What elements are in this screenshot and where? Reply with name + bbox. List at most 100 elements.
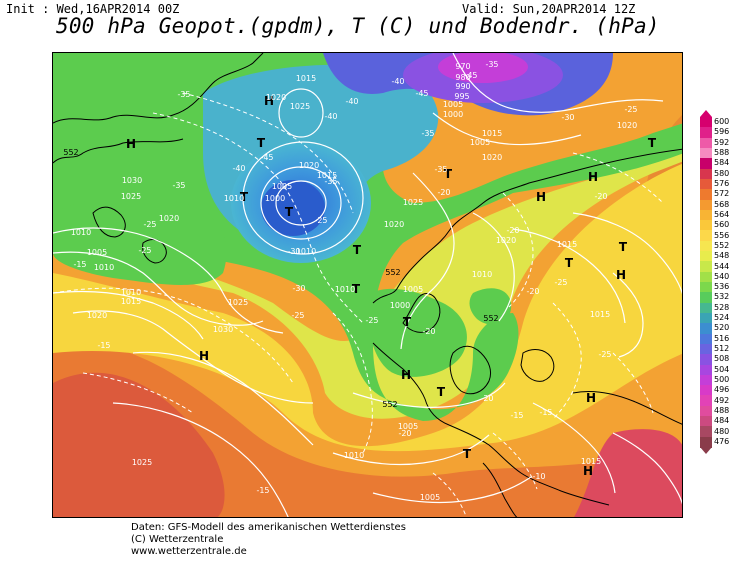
colorbar-swatch — [700, 395, 712, 407]
isobar-label: 1000 — [265, 194, 285, 203]
isotherm-label: -15 — [510, 411, 523, 420]
colorbar-swatch — [700, 364, 712, 376]
isotherm-label: -15 — [97, 341, 110, 350]
colorbar-swatch — [700, 178, 712, 190]
isobar-label: 1025 — [403, 198, 423, 207]
colorbar-label: 544 — [714, 261, 730, 271]
colorbar-swatch — [700, 385, 712, 396]
isobar-label: 1020 — [617, 121, 637, 130]
isotherm-label: -10 — [532, 472, 545, 481]
isobar-label: 1005 — [87, 248, 107, 257]
colorbar-label: 516 — [714, 333, 730, 343]
isotherm-label: -30 — [292, 284, 305, 293]
isotherm-label: -20 — [480, 394, 493, 403]
isotherm-label: -25 — [143, 220, 156, 229]
isotherm-label: -15 — [539, 408, 552, 417]
isotherm-label: -25 — [598, 350, 611, 359]
colorbar-swatch — [700, 117, 712, 128]
isobar-label: 1020 — [159, 214, 179, 223]
isobar-label: 1015 — [557, 240, 577, 249]
isobar-label: 1000 — [443, 110, 463, 119]
colorbar-label: 596 — [714, 127, 730, 137]
southeast-warm-field — [574, 429, 682, 517]
valid-time: Valid: Sun,20APR2014 12Z — [462, 2, 636, 16]
isobar-label: 1010 — [344, 451, 364, 460]
low-pressure-label: T — [565, 256, 574, 270]
isotherm-label: -35 — [434, 165, 447, 174]
isobar-label: 1010 — [224, 194, 244, 203]
colorbar-label: 520 — [714, 323, 730, 333]
colorbar-swatch — [700, 209, 712, 221]
isobar-label: 1020 — [266, 93, 286, 102]
colorbar-label: 476 — [714, 436, 730, 446]
high-pressure-label: H — [583, 464, 593, 478]
colorbar-label: 528 — [714, 302, 730, 312]
isobar-label: 1010 — [121, 288, 141, 297]
low-pressure-label: T — [240, 190, 249, 204]
geopotential-label: 552 — [385, 268, 400, 277]
high-pressure-label: H — [616, 268, 626, 282]
isotherm-label: -45 — [464, 71, 477, 80]
isobar-label: 1010 — [472, 270, 492, 279]
colorbar-label: 496 — [714, 385, 730, 395]
colorbar-label: 560 — [714, 220, 730, 230]
map-title: 500 hPa Geopot.(gpdm), T (C) und Bodendr… — [56, 14, 660, 38]
isobar-label: 1015 — [121, 297, 141, 306]
west-green-lobe — [53, 196, 227, 285]
map-labels: HHHHHHHHHTTTTTTTTTTTT1020101510201025102… — [53, 60, 657, 502]
isotherm-label: -35 — [421, 129, 434, 138]
isobar-label: 1015 — [317, 171, 337, 180]
colorbar-cap-bottom — [700, 447, 712, 454]
low-pressure-label: T — [463, 447, 472, 461]
isobar-label: 1005 — [443, 100, 463, 109]
colorbar-label: 532 — [714, 292, 730, 302]
isobar-label: 1020 — [87, 311, 107, 320]
isobar-label: 1005 — [403, 285, 423, 294]
isobar-label: 1005 — [272, 182, 292, 191]
colorbar-swatch — [700, 220, 712, 231]
colorbar-label: 556 — [714, 230, 730, 240]
isotherm-label: -40 — [345, 97, 358, 106]
isotherm-label: -25 — [624, 105, 637, 114]
low-core-inner — [261, 180, 325, 236]
isobar-label: 1010 — [296, 247, 316, 256]
yellow-band — [53, 163, 682, 452]
temperature-isotherms — [53, 92, 664, 517]
colorbar-label: 508 — [714, 354, 730, 364]
colorbar-swatch — [700, 292, 712, 304]
colorbar-swatch — [700, 282, 712, 293]
colorbar-swatch — [700, 354, 712, 365]
arctic-low-inner — [438, 53, 528, 83]
isotherm-label: -25 — [554, 278, 567, 287]
isobar-label: 1020 — [496, 236, 516, 245]
colorbar-label: 512 — [714, 344, 730, 354]
high-pressure-label: H — [536, 190, 546, 204]
low-pressure-label: T — [437, 385, 446, 399]
low-pressure-label: T — [257, 136, 266, 150]
isotherm-label: -25 — [365, 316, 378, 325]
colorbar-swatch — [700, 405, 712, 417]
isobar-label: 1025 — [290, 102, 310, 111]
colorbar — [700, 110, 712, 454]
colorbar-swatch — [700, 374, 712, 386]
europe-green-trough — [368, 288, 467, 377]
isotherm-label: -25 — [314, 216, 327, 225]
low-pressure-label: T — [352, 282, 361, 296]
init-time: Init : Wed,16APR2014 00Z — [6, 2, 180, 16]
low-pressure-label: T — [648, 136, 657, 150]
yellow-green-band — [53, 153, 682, 419]
colorbar-swatch — [700, 127, 712, 139]
colorbar-swatch — [700, 261, 712, 273]
colorbar-swatch — [700, 199, 712, 211]
colorbar-label: 564 — [714, 209, 730, 219]
colorbar-swatch — [700, 416, 712, 427]
high-pressure-label: H — [401, 368, 411, 382]
isotherm-label: -20 — [506, 226, 519, 235]
isotherm-label: -35 — [324, 177, 337, 186]
isobar-label: 1025 — [121, 192, 141, 201]
isotherm-label: -45 — [260, 153, 273, 162]
colorbar-label: 480 — [714, 426, 730, 436]
isotherm-label: -20 — [422, 327, 435, 336]
colorbar-swatch — [700, 251, 712, 262]
colorbar-label: 524 — [714, 313, 730, 323]
